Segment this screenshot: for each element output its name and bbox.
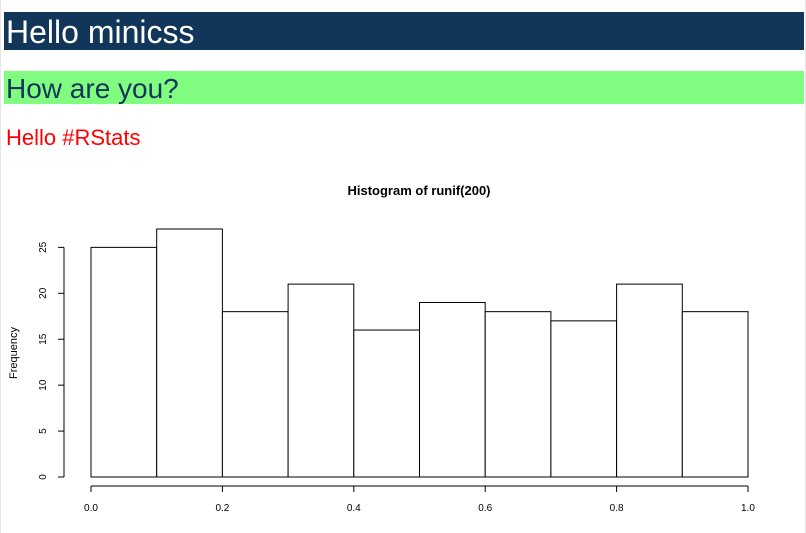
x-tick-label: 0.6 <box>478 503 492 514</box>
histogram-bar <box>90 246 158 478</box>
y-axis-label: Frequency <box>8 327 20 379</box>
y-tick-label: 15 <box>38 333 49 345</box>
x-tick-label: 0.2 <box>215 503 229 514</box>
x-tick-label: 0.4 <box>347 503 361 514</box>
y-tick-label: 20 <box>38 287 49 299</box>
histogram-bar <box>156 228 223 478</box>
heading-3: Hello #RStats <box>6 125 141 150</box>
y-tick-label: 25 <box>38 241 49 253</box>
y-tick-label: 5 <box>38 428 49 434</box>
y-tick-label: 10 <box>38 379 49 391</box>
histogram-bar <box>550 320 618 478</box>
histogram-bar <box>616 283 683 478</box>
x-tick-label: 0.8 <box>610 503 624 514</box>
histogram-bar <box>353 329 420 478</box>
heading-2: How are you? <box>4 71 804 104</box>
histogram-bar <box>419 301 486 478</box>
heading-1: Hello minicss <box>4 12 804 50</box>
x-tick-label: 0.0 <box>84 503 98 514</box>
bars-group <box>90 228 749 478</box>
x-tick-label: 1.0 <box>741 503 755 514</box>
histogram-chart: Histogram of runif(200) Frequency 0 5 10 15… <box>8 183 755 514</box>
x-axis: 0.0 0.2 0.4 0.6 0.8 1.0 <box>84 485 755 514</box>
histogram-bar <box>287 283 355 478</box>
y-axis: 0 5 10 15 20 25 <box>38 241 65 480</box>
y-tick-label: 0 <box>38 474 49 480</box>
histogram-bar <box>484 311 552 478</box>
histogram-bar <box>221 311 289 478</box>
chart-title: Histogram of runif(200) <box>347 183 490 198</box>
histogram-bar <box>681 311 749 478</box>
